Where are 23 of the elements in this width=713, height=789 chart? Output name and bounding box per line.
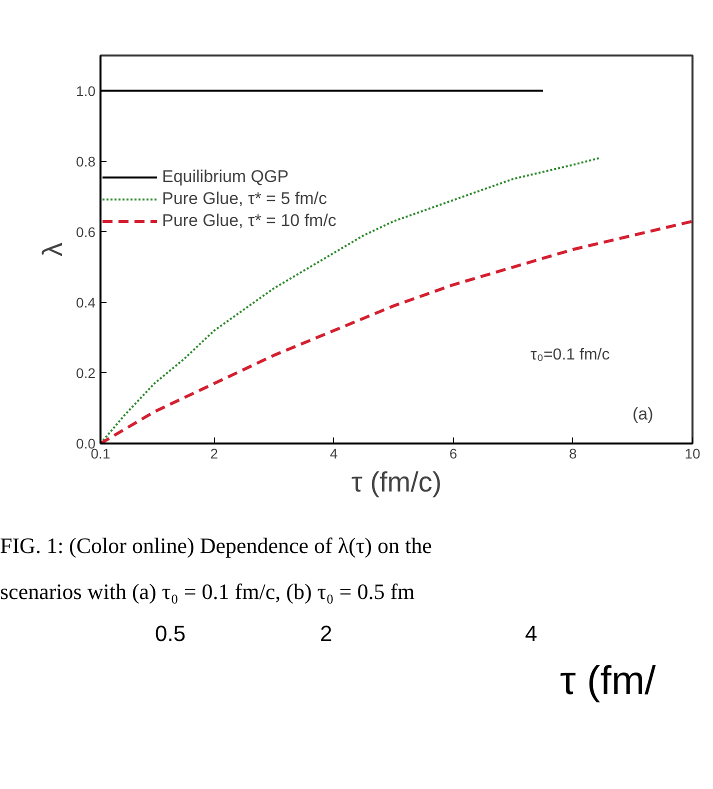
annotation: (a) [632,404,654,424]
annotation: τ₀=0.1 fm/c [530,346,610,364]
y-tick-label: 0.6 [76,224,96,240]
x-axis-title: τ (fm/c) [351,466,442,498]
legend-label: Pure Glue, τ* = 5 fm/c [162,189,327,209]
y-axis-title: λ [37,242,68,256]
text: 0.5 [155,620,186,648]
y-tick-label: 0.8 [76,153,96,170]
caption: FIG. 1: (Color online) Dependence of λ(τ) on the [0,532,432,560]
text: τ (fm/ [560,658,656,705]
x-tick-label: 10 [684,446,700,462]
legend-label: Pure Glue, τ* = 10 fm/c [162,211,336,231]
x-tick-label: 2 [210,446,218,462]
x-tick-label: 6 [449,446,458,462]
legend-label: Equilibrium QGP [162,167,289,187]
y-tick-label: 0.4 [76,294,96,310]
x-tick-label: 8 [569,446,578,462]
text: 4 [525,620,538,648]
text: scenarios with (a) τ₀ = 0.1 fm/c, (b) τ₀ = 0.5 fm [0,578,415,606]
y-tick-label: 0.2 [76,364,96,381]
y-tick-label: 1.0 [76,82,96,99]
text: 2 [320,620,332,648]
x-tick-label: 4 [330,446,338,462]
